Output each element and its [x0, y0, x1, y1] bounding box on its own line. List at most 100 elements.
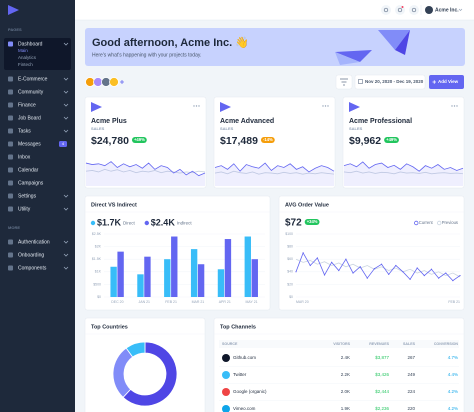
nav-subitem[interactable]: Analytics [18, 55, 37, 60]
line-point [331, 261, 333, 263]
nav-item[interactable]: Tasks [18, 128, 31, 134]
menu-dot[interactable] [327, 105, 329, 107]
table-card [213, 317, 465, 412]
menu-dot[interactable] [195, 105, 198, 107]
sales-line [343, 161, 464, 172]
nav-item[interactable]: E-Commerce [18, 76, 48, 82]
nav-item[interactable]: Utility [18, 206, 31, 212]
table-cell: 249 [407, 372, 415, 377]
y-tick-label: $0 [97, 295, 101, 299]
y-tick-label: $80 [287, 245, 293, 249]
line-point [416, 267, 418, 269]
legend-name: Indirect [177, 221, 193, 226]
nav-active-bg [4, 38, 71, 70]
account-chevron[interactable] [458, 8, 463, 11]
add-view-button[interactable] [429, 75, 464, 89]
nav-chevron[interactable] [63, 240, 69, 244]
card-title: Acme Professional [349, 118, 412, 125]
line-point [352, 272, 354, 274]
menu-dot[interactable] [456, 105, 458, 107]
banner-decoration [335, 50, 372, 62]
y-tick-label: $500 [93, 282, 101, 286]
nav-chevron[interactable] [63, 129, 69, 133]
legend-swatch[interactable] [437, 220, 442, 226]
nav-chevron[interactable] [63, 42, 69, 46]
y-tick-label: $40 [287, 270, 293, 274]
user-avatar[interactable] [425, 6, 433, 14]
nav-chevron[interactable] [63, 194, 69, 198]
nav-icon [8, 193, 13, 199]
nav-chevron[interactable] [63, 77, 69, 81]
nav-icon [8, 128, 13, 134]
line-point [373, 268, 376, 270]
nav-subitem[interactable]: Fintech [18, 62, 33, 67]
nav-item[interactable]: Dashboard [18, 41, 43, 47]
line-point [395, 264, 397, 267]
nav-item[interactable]: Calendar [18, 167, 39, 173]
team-avatar[interactable] [109, 77, 119, 87]
nav-item[interactable]: Inbox [18, 154, 31, 160]
card-title: Top Channels [220, 324, 256, 330]
account-name[interactable]: Acme Inc. [435, 7, 459, 13]
nav-chevron[interactable] [63, 207, 69, 211]
nav-chevron[interactable] [63, 103, 69, 107]
line-point [323, 274, 326, 276]
line-point [309, 264, 311, 267]
channel-icon [222, 371, 230, 379]
sales-line [214, 170, 335, 175]
nav-chevron[interactable] [63, 253, 69, 257]
legend-total: $2.4K [151, 217, 176, 227]
date-range[interactable]: Nov 20, 2020 - Dec 19, 2020 [365, 79, 424, 84]
legend-name[interactable]: Current [419, 220, 434, 225]
notification-button-icon [397, 7, 403, 13]
nav-item[interactable]: Onboarding [18, 252, 44, 258]
y-tick-label: $20 [287, 282, 293, 286]
menu-dot[interactable] [453, 105, 456, 107]
card-value: $9,962 [349, 135, 381, 147]
nav-item[interactable]: Authentication [18, 239, 50, 245]
table-header: VISITORS [333, 342, 350, 346]
table-header: SALES [403, 342, 416, 346]
nav-item[interactable]: Components [18, 265, 47, 271]
line-point [359, 266, 361, 268]
date-picker[interactable] [354, 74, 426, 90]
sales-area [215, 163, 334, 186]
nav-item[interactable]: Messages [18, 141, 41, 147]
legend-swatch[interactable] [414, 220, 419, 226]
nav-item[interactable]: Job Board [18, 115, 41, 121]
bar [164, 259, 171, 297]
y-tick-label: $100 [285, 232, 293, 236]
change-badge [304, 219, 320, 225]
donut-segment [125, 341, 146, 358]
card-value: $24,780 [91, 135, 129, 147]
nav-chevron[interactable] [63, 90, 69, 94]
nav-chevron[interactable] [63, 266, 69, 270]
menu-dot[interactable] [451, 105, 453, 107]
search-button[interactable] [381, 5, 391, 15]
nav-item[interactable]: Campaigns [18, 180, 44, 186]
notification-dot [401, 6, 404, 8]
notification-button[interactable] [395, 5, 405, 15]
add-view-label[interactable]: Add View [438, 79, 459, 84]
bar [144, 256, 151, 297]
nav-item[interactable]: Finance [18, 102, 36, 108]
card-label: SALES [91, 126, 105, 131]
x-tick-label: FEB 21 [165, 300, 177, 304]
add-member-icon[interactable] [120, 80, 124, 84]
logo[interactable] [8, 5, 19, 15]
menu-dot[interactable] [322, 105, 324, 107]
nav-chevron[interactable] [63, 116, 69, 120]
nav-item[interactable]: Community [18, 89, 44, 95]
nav-item[interactable]: Settings [18, 193, 37, 199]
table-cell: 4.2% [448, 406, 458, 411]
nav-subitem[interactable]: Main [18, 48, 28, 53]
menu-dot[interactable] [324, 105, 327, 107]
help-button[interactable] [409, 5, 419, 15]
legend-name[interactable]: Previous [442, 220, 458, 225]
menu-dot[interactable] [198, 105, 200, 107]
menu-dot[interactable] [193, 105, 195, 107]
x-tick-label: JAN 21 [139, 300, 151, 304]
change-badge [384, 137, 399, 143]
table-cell: $2,444 [375, 389, 389, 394]
